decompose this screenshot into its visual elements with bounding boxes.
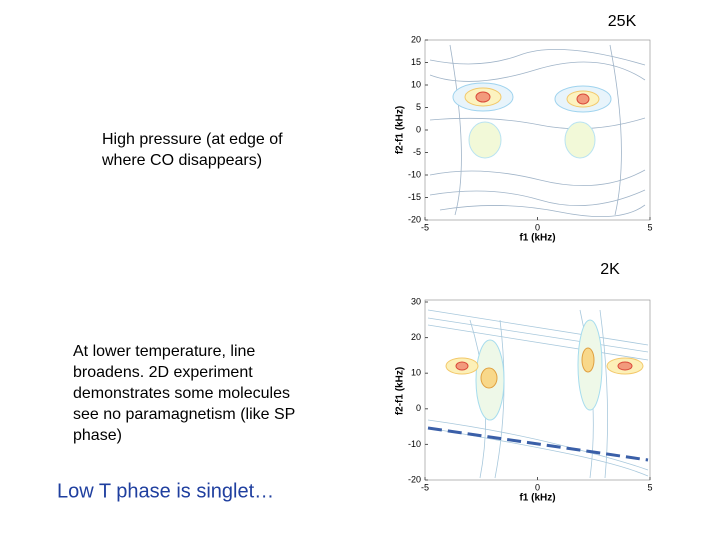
contour-plot	[424, 39, 651, 221]
x-tick-label: -5	[421, 222, 429, 232]
note-line: At lower temperature, line	[73, 343, 255, 360]
y-tick-label: 20	[411, 34, 421, 44]
y-axis-label: f2-f1 (kHz)	[395, 367, 406, 415]
x-tick-label: 0	[535, 222, 540, 232]
y-tick-label: 10	[411, 368, 421, 378]
y-tick-label: 0	[416, 403, 421, 413]
y-tick-label: 20	[411, 332, 421, 342]
y-tick-label: -10	[408, 439, 421, 449]
note-line: where CO disappears)	[101, 152, 262, 169]
y-tick-label: 10	[411, 79, 421, 89]
conclusion: Low T phase is singlet…	[57, 480, 274, 502]
note-line: broadens. 2D experiment	[73, 364, 253, 381]
x-axis-label: f1 (kHz)	[519, 233, 555, 244]
y-tick-label: -20	[408, 214, 421, 224]
note-line: High pressure (at edge of	[102, 131, 283, 148]
x-axis-label: f1 (kHz)	[519, 493, 555, 504]
contour-plot	[424, 299, 651, 481]
y-tick-label: -15	[408, 192, 421, 202]
y-tick-label: 0	[416, 124, 421, 134]
plot-frame	[424, 39, 651, 221]
note-line: phase)	[73, 427, 122, 444]
figure-label: 25K	[608, 13, 637, 30]
y-tick-label: -20	[408, 474, 421, 484]
note-line: demonstrates some molecules	[73, 385, 290, 402]
y-tick-label: 5	[416, 102, 421, 112]
x-tick-label: -5	[421, 482, 429, 492]
y-tick-label: 15	[411, 57, 421, 67]
y-tick-label: -5	[413, 147, 421, 157]
figure-label: 2K	[600, 261, 620, 278]
x-tick-label: 5	[647, 222, 652, 232]
x-tick-label: 0	[535, 482, 540, 492]
y-axis-label: f2-f1 (kHz)	[395, 106, 406, 154]
y-tick-label: 30	[411, 296, 421, 306]
plot-frame	[424, 299, 651, 481]
x-tick-label: 5	[647, 482, 652, 492]
y-tick-label: -10	[408, 169, 421, 179]
note-line: see no paramagnetism (like SP	[73, 406, 295, 423]
